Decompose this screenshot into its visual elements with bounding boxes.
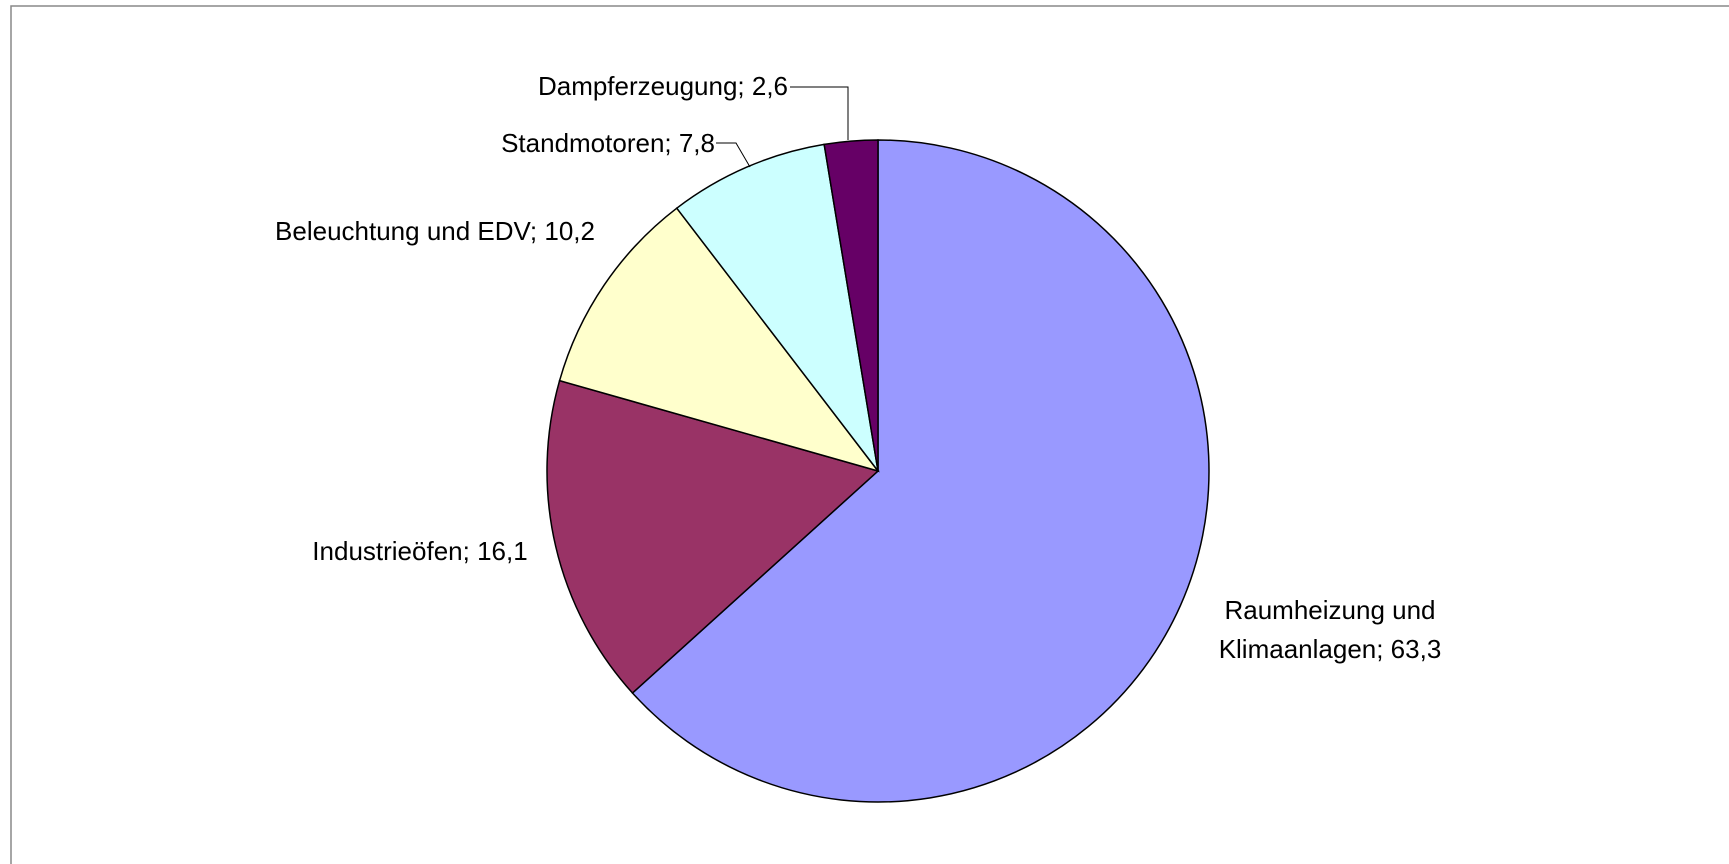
data-label: Standmotoren; 7,8: [501, 128, 715, 158]
pie-slice: [675, 143, 879, 472]
data-label: Raumheizung und Klimaanlagen; 63,3: [1218, 595, 1442, 664]
leader-line: [716, 142, 751, 168]
pie-slice: [631, 139, 1210, 803]
pie-slice: [558, 207, 880, 473]
data-label: Industrieöfen; 16,1: [312, 536, 528, 566]
pie-slice: [823, 139, 879, 472]
data-label: Dampferzeugung; 2,6: [537, 71, 788, 101]
pie-slice: [546, 379, 880, 695]
chart-frame: [10, 5, 1729, 864]
leader-line: [790, 86, 849, 140]
pie: [546, 139, 1210, 803]
data-label: Beleuchtung und EDV; 10,2: [275, 216, 595, 246]
